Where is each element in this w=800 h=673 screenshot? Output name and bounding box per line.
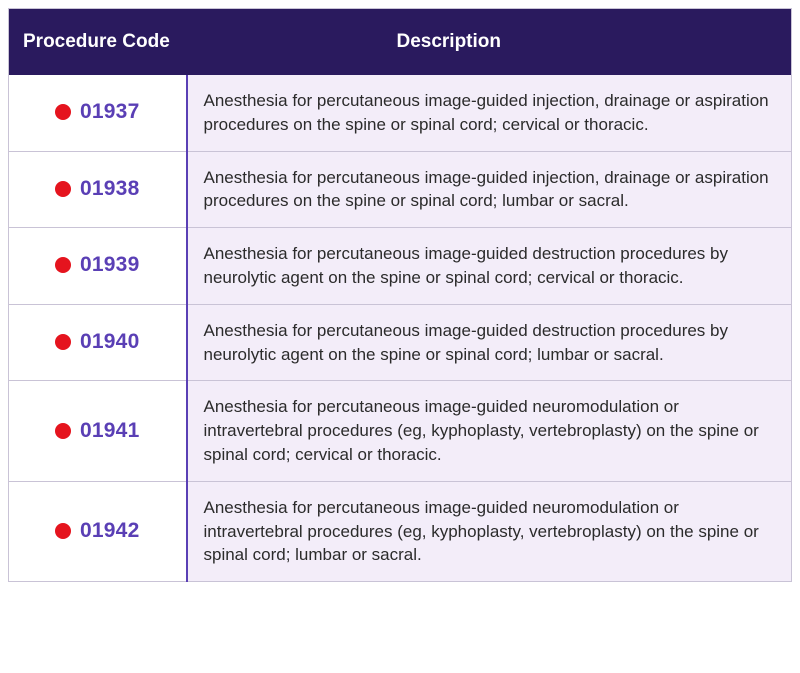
cell-description: Anesthesia for percutaneous image-guided… bbox=[187, 381, 792, 481]
procedure-code-value: 01941 bbox=[80, 419, 139, 443]
table-header-row: Procedure Code Description bbox=[9, 9, 792, 76]
cell-description: Anesthesia for percutaneous image-guided… bbox=[187, 228, 792, 305]
procedure-code-value: 01937 bbox=[80, 100, 139, 124]
table-row: 01941 Anesthesia for percutaneous image-… bbox=[9, 381, 792, 481]
cell-description: Anesthesia for percutaneous image-guided… bbox=[187, 151, 792, 228]
header-description: Description bbox=[187, 9, 792, 76]
cell-code: 01940 bbox=[9, 304, 187, 381]
cell-code: 01939 bbox=[9, 228, 187, 305]
table-row: 01939 Anesthesia for percutaneous image-… bbox=[9, 228, 792, 305]
table-row: 01938 Anesthesia for percutaneous image-… bbox=[9, 151, 792, 228]
procedure-code-value: 01939 bbox=[80, 253, 139, 277]
table-row: 01940 Anesthesia for percutaneous image-… bbox=[9, 304, 792, 381]
cell-description: Anesthesia for percutaneous image-guided… bbox=[187, 304, 792, 381]
status-dot-icon bbox=[55, 334, 71, 350]
status-dot-icon bbox=[55, 257, 71, 273]
procedure-code-value: 01942 bbox=[80, 519, 139, 543]
header-procedure-code: Procedure Code bbox=[9, 9, 187, 76]
cell-code: 01937 bbox=[9, 75, 187, 151]
table-row: 01937 Anesthesia for percutaneous image-… bbox=[9, 75, 792, 151]
status-dot-icon bbox=[55, 104, 71, 120]
procedure-code-value: 01940 bbox=[80, 330, 139, 354]
status-dot-icon bbox=[55, 523, 71, 539]
table-row: 01942 Anesthesia for percutaneous image-… bbox=[9, 481, 792, 581]
procedure-code-table: Procedure Code Description 01937 Anesthe… bbox=[8, 8, 792, 582]
cell-description: Anesthesia for percutaneous image-guided… bbox=[187, 481, 792, 581]
cell-code: 01941 bbox=[9, 381, 187, 481]
procedure-code-value: 01938 bbox=[80, 177, 139, 201]
cell-code: 01942 bbox=[9, 481, 187, 581]
cell-description: Anesthesia for percutaneous image-guided… bbox=[187, 75, 792, 151]
status-dot-icon bbox=[55, 423, 71, 439]
cell-code: 01938 bbox=[9, 151, 187, 228]
status-dot-icon bbox=[55, 181, 71, 197]
